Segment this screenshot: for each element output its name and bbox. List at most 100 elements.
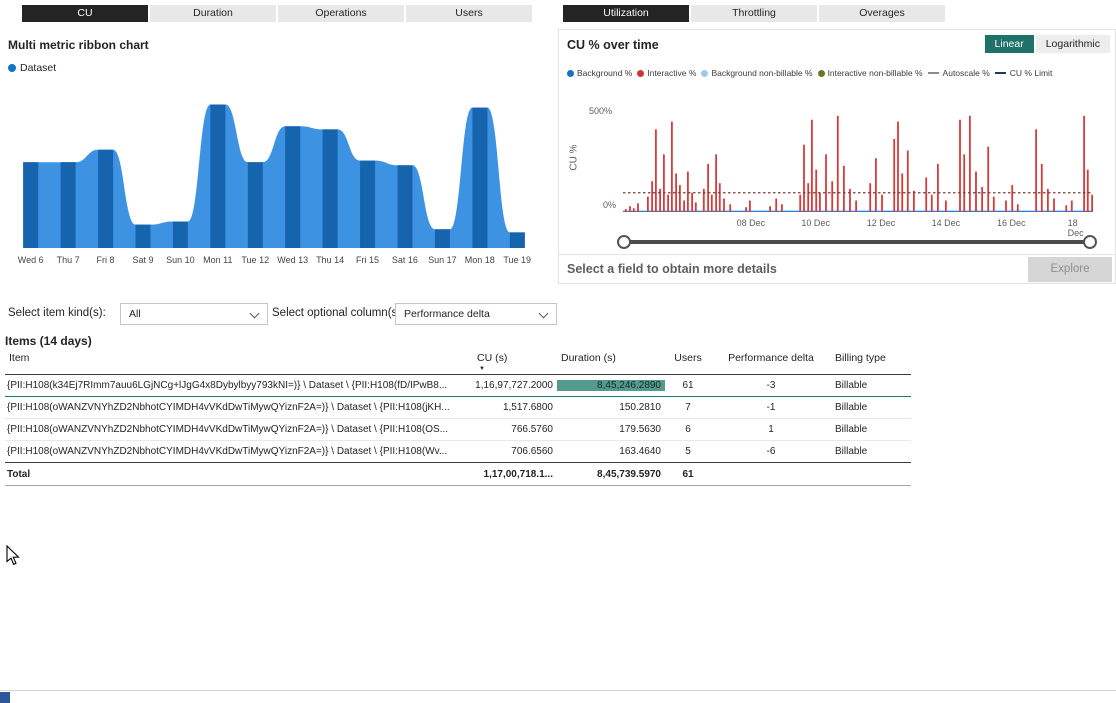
cell-duration[interactable]: 163.4640 (619, 446, 661, 457)
dot-marker-icon (817, 69, 825, 77)
slider-track[interactable] (624, 240, 1090, 244)
metric-tab-strip: CU Duration Operations Users (22, 5, 532, 22)
linear-button[interactable]: Linear (984, 35, 1034, 53)
metric-tab-users[interactable]: Users (406, 5, 532, 22)
utilization-tab-utilization[interactable]: Utilization (563, 5, 689, 22)
table-row[interactable]: {PII:H108(k34Ej7RImm7auu6LGjNCg+lJgG4x8D… (5, 375, 911, 397)
cell-cu[interactable]: 1,517.6800 (502, 402, 553, 413)
ribbon-x-axis: Wed 6 Thu 7 Fri 8 Sat 9 Sun 10 Mon 11 Tue 12 We… (12, 255, 536, 265)
cu-over-time-chart[interactable] (623, 112, 1093, 214)
cu-chart-title: CU % over time (567, 38, 659, 52)
cu-x-label: 12 Dec (866, 218, 896, 228)
cell-duration[interactable]: 150.2810 (619, 402, 661, 413)
ribbon-x-label: Mon 18 (464, 255, 495, 265)
legend-label: Background % (577, 68, 633, 78)
legend-label: Background non-billable % (711, 68, 813, 78)
legend-background-%[interactable]: Background % (567, 68, 632, 78)
cell-item[interactable]: {PII:H108(oWANZVNYhZD2NbhotCYIMDH4vVKdDw… (7, 446, 448, 457)
metric-tab-cu[interactable]: CU (22, 5, 148, 22)
column-header-cu-s[interactable]: CU (s) ▼ (473, 350, 557, 372)
slider-handle-right[interactable] (1083, 235, 1097, 249)
cell-performance-delta[interactable]: -6 (766, 446, 776, 457)
cell-performance-delta[interactable]: 1 (768, 424, 774, 435)
table-row[interactable]: {PII:H108(oWANZVNYhZD2NbhotCYIMDH4vVKdDw… (5, 397, 911, 419)
ribbon-x-label: Tue 19 (503, 255, 532, 265)
legend-dataset[interactable]: Dataset (8, 62, 56, 74)
cell-cu[interactable]: 766.5760 (511, 424, 553, 435)
column-header-label: CU (s) (477, 352, 508, 364)
ribbon-chart-title: Multi metric ribbon chart (8, 38, 149, 52)
cu-x-label: 14 Dec (931, 218, 961, 228)
cell-item[interactable]: {PII:H108(oWANZVNYhZD2NbhotCYIMDH4vVKdDw… (7, 402, 450, 413)
scroll-indicator[interactable] (0, 692, 10, 703)
utilization-tab-strip: Utilization Throttling Overages (563, 5, 945, 22)
cell-performance-delta[interactable]: -1 (766, 402, 776, 413)
column-header-users[interactable]: Users (665, 350, 711, 364)
logarithmic-button[interactable]: Logarithmic (1035, 35, 1110, 53)
cell-users[interactable]: 5 (685, 446, 691, 457)
line-marker-icon (994, 72, 1006, 74)
legend-interactive-%[interactable]: Interactive % (637, 68, 696, 78)
legend-interactive-non-billable-%[interactable]: Interactive non-billable % (817, 68, 923, 78)
slider-handle-left[interactable] (617, 235, 631, 249)
cell-performance-delta[interactable]: -3 (766, 380, 776, 391)
cell-duration: 8,45,739.5970 (597, 468, 661, 480)
utilization-tab-overages[interactable]: Overages (819, 5, 945, 22)
cell-item[interactable]: {PII:H108(k34Ej7RImm7auu6LGjNCg+lJgG4x8D… (7, 380, 448, 391)
cu-over-time-card: CU % over time Linear Logarithmic Backgro… (558, 29, 1116, 284)
dot-marker-icon (637, 69, 645, 77)
legend-autoscale-%[interactable]: Autoscale % (927, 68, 990, 78)
column-header-label: Users (674, 352, 702, 364)
optional-column-dropdown[interactable]: Performance delta (395, 303, 557, 325)
cell-duration[interactable]: 179.5630 (619, 424, 661, 435)
table-row[interactable]: {PII:H108(oWANZVNYhZD2NbhotCYIMDH4vVKdDw… (5, 441, 911, 462)
cell-duration[interactable]: 8,45,246.2890 (557, 380, 665, 391)
legend-label: CU % Limit (1009, 68, 1053, 78)
column-header-item[interactable]: Item (5, 350, 473, 364)
metric-tab-operations[interactable]: Operations (278, 5, 404, 22)
cell-users[interactable]: 61 (682, 380, 694, 391)
ribbon-x-label: Fri 8 (96, 255, 115, 265)
item-kind-dropdown[interactable]: All (120, 303, 268, 325)
utilization-tab-throttling[interactable]: Throttling (691, 5, 817, 22)
cell-billing-type[interactable]: Billable (835, 402, 868, 413)
ribbon-x-label: Fri 15 (356, 255, 380, 265)
cu-x-label: 18 Dec (1067, 218, 1084, 238)
ribbon-chart[interactable] (12, 92, 536, 248)
metric-tab-duration[interactable]: Duration (150, 5, 276, 22)
cell-users[interactable]: 7 (685, 402, 691, 413)
column-header-performance-delta[interactable]: Performance delta (711, 350, 831, 364)
optional-column-value: Performance delta (404, 308, 490, 320)
column-header-duration-s[interactable]: Duration (s) (557, 350, 665, 364)
explore-button[interactable]: Explore (1028, 257, 1112, 282)
cell-item[interactable]: {PII:H108(oWANZVNYhZD2NbhotCYIMDH4vVKdDw… (7, 424, 448, 435)
ribbon-x-label: Thu 14 (316, 255, 345, 265)
legend-label: Interactive % (647, 68, 697, 78)
dot-marker-icon (8, 64, 16, 72)
cell-billing-type[interactable]: Billable (835, 446, 868, 457)
cell-cu[interactable]: 1,16,97,727.2000 (475, 380, 553, 391)
cell-users[interactable]: 6 (685, 424, 691, 435)
cell-billing-type[interactable]: Billable (835, 424, 868, 435)
chevron-down-icon (249, 308, 260, 319)
table-row[interactable]: {PII:H108(oWANZVNYhZD2NbhotCYIMDH4vVKdDw… (5, 419, 911, 441)
cu-x-axis: 08 Dec 10 Dec 12 Dec 14 Dec 16 Dec 18 Dec (623, 218, 1093, 238)
item-kind-label: Select item kind(s): (8, 307, 106, 319)
cell-billing-type[interactable]: Billable (835, 380, 868, 391)
legend-label: Dataset (20, 62, 57, 74)
ribbon-x-label: Tue 12 (241, 255, 270, 265)
legend-cu-%-limit[interactable]: CU % Limit (994, 68, 1053, 78)
cell-item: Total (7, 468, 31, 480)
time-range-slider[interactable] (617, 234, 1097, 250)
legend-label: Autoscale % (942, 68, 990, 78)
ribbon-x-label: Sat 16 (391, 255, 418, 265)
legend-background-non-billable-%[interactable]: Background non-billable % (701, 68, 813, 78)
cu-x-label: 08 Dec (736, 218, 766, 228)
table-total-row[interactable]: Total 1,17,00,718.1... 8,45,739.5970 61 (5, 462, 911, 486)
y-tick-0: 0% (603, 200, 617, 210)
column-header-billing-type[interactable]: Billing type (831, 350, 911, 364)
scale-toggle: Linear Logarithmic (984, 35, 1110, 53)
optional-column-label: Select optional column(s): (272, 307, 405, 319)
column-header-label: Item (9, 352, 30, 364)
cell-cu[interactable]: 706.6560 (511, 446, 553, 457)
